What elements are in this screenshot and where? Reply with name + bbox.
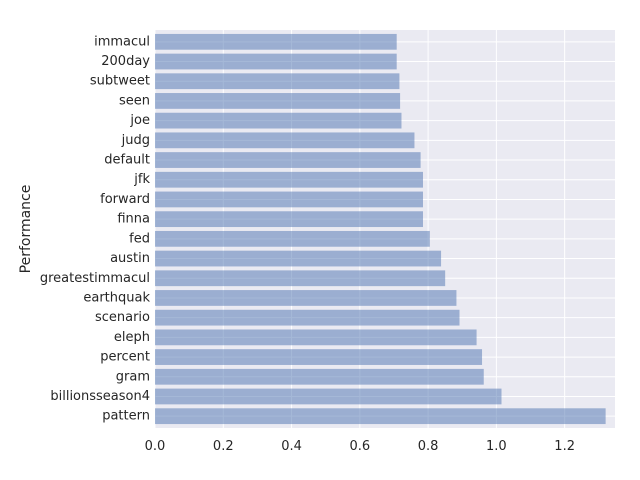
y-tick-label: fed	[129, 231, 150, 246]
y-tick-label: eleph	[114, 330, 150, 345]
y-tick-label: scenario	[95, 310, 150, 325]
y-tick-label: immacul	[94, 34, 150, 49]
y-tick-label: jfk	[133, 172, 150, 187]
bar-jfk	[155, 171, 423, 188]
y-tick-label: 200day	[101, 54, 150, 69]
y-tick-label: greatestimmacul	[40, 271, 150, 286]
y-tick-label: seen	[119, 93, 150, 108]
bar-earthquak	[155, 290, 457, 306]
bar-forward	[155, 191, 423, 208]
bar-billionsseason4	[155, 388, 502, 405]
y-tick-label: gram	[116, 369, 150, 384]
bars	[155, 33, 606, 425]
y-tick-label: pattern	[102, 409, 150, 424]
x-tick-label: 0.6	[349, 439, 370, 454]
bar-joe	[155, 112, 402, 129]
bar-subtweet	[155, 73, 400, 90]
bar-default	[155, 152, 421, 168]
x-tick-labels: 0.0 0.2 0.4 0.6 0.8 1.0 1.2	[145, 439, 575, 454]
y-tick-labels: pattern billionsseason4 gram percent eleph sc…	[40, 34, 151, 423]
y-tick-label: austin	[110, 251, 150, 266]
bar-seen	[155, 93, 401, 109]
y-tick-label: earthquak	[83, 290, 150, 305]
bar-percent	[155, 349, 483, 365]
y-tick-label: joe	[129, 113, 150, 128]
bar-scenario	[155, 309, 460, 326]
x-tick-label: 0.8	[418, 439, 439, 454]
x-tick-label: 1.0	[486, 439, 507, 454]
y-tick-label: default	[104, 153, 150, 168]
bar-200day	[155, 53, 397, 70]
y-tick-label: subtweet	[90, 74, 150, 89]
bar-gram	[155, 368, 484, 385]
bar-austin	[155, 250, 442, 267]
bar-immacul	[155, 33, 397, 50]
bar-judg	[155, 132, 415, 149]
y-tick-label: judg	[121, 133, 150, 148]
x-tick-label: 0.2	[213, 439, 234, 454]
bar-finna	[155, 211, 423, 228]
y-tick-label: forward	[100, 192, 150, 207]
x-tick-label: 1.2	[554, 439, 575, 454]
bar-pattern	[155, 408, 606, 425]
y-tick-label: percent	[100, 350, 150, 365]
x-tick-label: 0.0	[145, 439, 166, 454]
y-tick-label: finna	[117, 212, 150, 227]
y-tick-label: billionsseason4	[50, 389, 150, 404]
x-tick-label: 0.4	[281, 439, 302, 454]
bar-greatestimmacul	[155, 270, 446, 287]
y-axis-label: Performance	[18, 185, 34, 274]
bar-fed	[155, 230, 430, 247]
bar-eleph	[155, 329, 477, 346]
plot-background	[155, 30, 615, 428]
